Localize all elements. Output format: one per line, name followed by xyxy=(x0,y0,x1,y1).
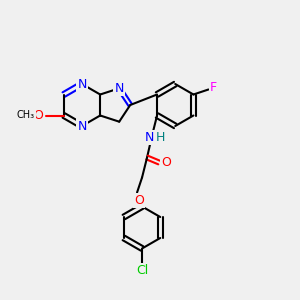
Text: H: H xyxy=(155,131,165,144)
Text: O: O xyxy=(161,156,171,169)
Text: O: O xyxy=(33,109,43,122)
Text: F: F xyxy=(210,81,217,94)
Text: N: N xyxy=(115,82,124,95)
Text: N: N xyxy=(77,77,87,91)
Text: N: N xyxy=(77,119,87,133)
Text: Cl: Cl xyxy=(136,264,148,277)
Text: N: N xyxy=(144,131,154,144)
Text: O: O xyxy=(134,194,144,207)
Text: CH₃: CH₃ xyxy=(17,110,35,121)
